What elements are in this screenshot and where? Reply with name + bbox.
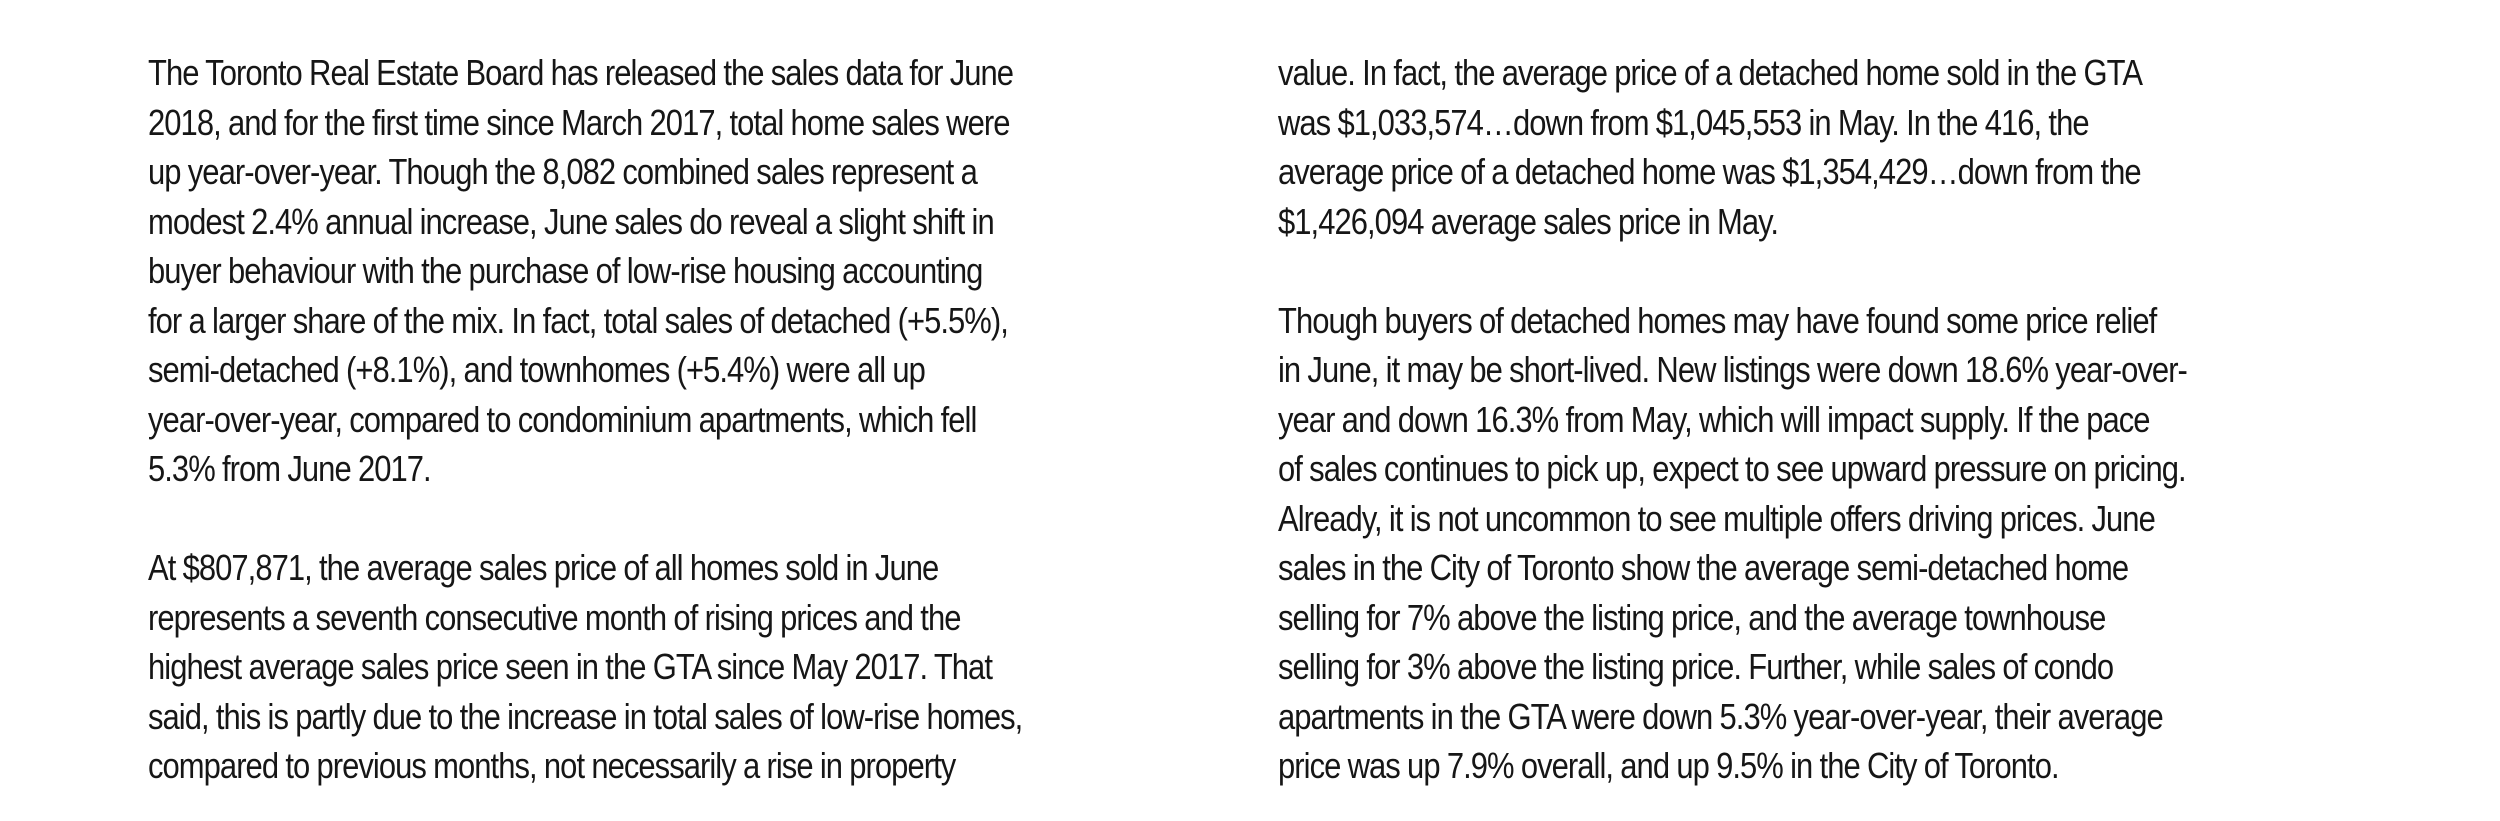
text-line: buyer behaviour with the purchase of low… [148, 250, 983, 291]
text-line: price was up 7.9% overall, and up 9.5% i… [1278, 745, 2060, 786]
text-line: At $807,871, the average sales price of … [148, 547, 939, 588]
right-paragraph-2: Though buyers of detached homes may have… [1278, 296, 2387, 791]
left-paragraph-1: The Toronto Real Estate Board has releas… [148, 48, 1257, 494]
text-line: was $1,033,574…down from $1,045,553 in M… [1278, 101, 2090, 143]
text-line: 5.3% from June 2017. [148, 448, 432, 489]
text-line: highest average sales price seen in the … [148, 646, 993, 687]
left-paragraph-2: At $807,871, the average sales price of … [148, 543, 1257, 791]
text-line: selling for 7% above the listing price, … [1278, 596, 2106, 638]
text-line: up year-over-year. Though the 8,082 comb… [148, 151, 978, 192]
right-paragraph-1: value. In fact, the average price of a d… [1278, 48, 2387, 246]
text-line: in June, it may be short-lived. New list… [1278, 349, 2188, 390]
left-column: The Toronto Real Estate Board has releas… [148, 48, 1268, 791]
text-line: $1,426,094 average sales price in May. [1278, 200, 1779, 242]
paragraph-gap [1278, 246, 2398, 296]
text-line: for a larger share of the mix. In fact, … [148, 299, 1009, 341]
text-line: Though buyers of detached homes may have… [1278, 299, 2157, 341]
text-line: represents a seventh consecutive month o… [148, 596, 961, 638]
text-line: year-over-year, compared to condominium … [148, 398, 977, 440]
text-line: modest 2.4% annual increase, June sales … [148, 200, 995, 242]
text-line: of sales continues to pick up, expect to… [1278, 448, 2187, 489]
text-line: compared to previous months, not necessa… [148, 745, 956, 786]
paragraph-gap [148, 494, 1268, 544]
text-line: semi-detached (+8.1%), and townhomes (+5… [148, 349, 926, 390]
text-line: value. In fact, the average price of a d… [1278, 52, 2143, 93]
text-line: Already, it is not uncommon to see multi… [1278, 497, 2156, 539]
right-column: value. In fact, the average price of a d… [1278, 48, 2398, 791]
text-line: average price of a detached home was $1,… [1278, 151, 2142, 192]
text-line: apartments in the GTA were down 5.3% yea… [1278, 695, 2164, 737]
text-line: The Toronto Real Estate Board has releas… [148, 52, 1014, 93]
text-line: 2018, and for the first time since March… [148, 101, 1010, 143]
text-line: said, this is partly due to the increase… [148, 695, 1023, 737]
text-line: sales in the City of Toronto show the av… [1278, 547, 2129, 588]
text-line: selling for 3% above the listing price. … [1278, 646, 2114, 687]
text-line: year and down 16.3% from May, which will… [1278, 398, 2151, 440]
